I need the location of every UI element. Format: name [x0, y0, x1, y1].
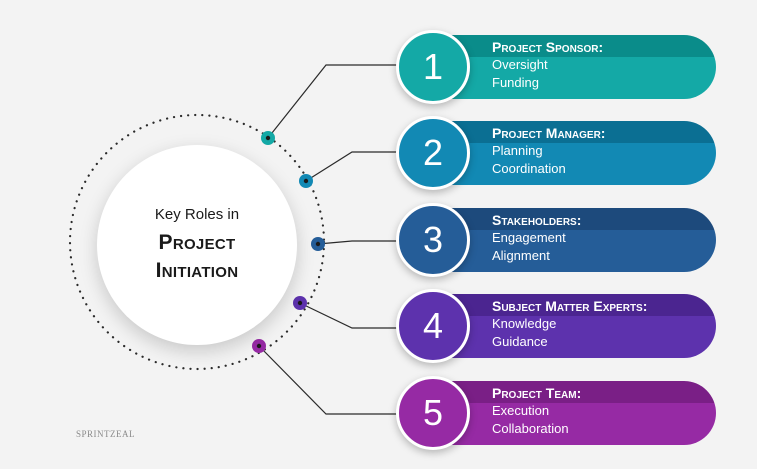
- connector-dot-center: [265, 135, 271, 141]
- role-title: Project Sponsor:: [492, 39, 604, 55]
- role-title: Subject Matter Experts:: [492, 298, 648, 314]
- center-title-line-2: Initiation: [155, 258, 239, 282]
- role-banner-bottom: [448, 316, 716, 358]
- connector-line: [299, 302, 400, 329]
- connector-dot-center: [303, 178, 309, 184]
- role-banner: Project Sponsor: Oversight Funding: [448, 35, 716, 99]
- role-number-badge: 3: [396, 203, 470, 277]
- role-item: Execution: [492, 403, 550, 418]
- role-banner-bottom: [448, 403, 716, 445]
- role-number-badge: 1: [396, 30, 470, 104]
- role-item: Oversight: [492, 57, 548, 72]
- role-item: Knowledge: [492, 316, 557, 331]
- role-item: Engagement: [492, 230, 566, 245]
- role-banner: Stakeholders: Engagement Alignment: [448, 208, 716, 272]
- role-title: Stakeholders:: [492, 212, 582, 228]
- role-banner-bottom: [448, 143, 716, 185]
- connector-line: [258, 345, 400, 415]
- role-banner-top: [448, 381, 716, 403]
- role-number-badge: 5: [396, 376, 470, 450]
- role-item: Alignment: [492, 248, 550, 263]
- role-number-badge: 4: [396, 289, 470, 363]
- role-title: Project Team:: [492, 385, 582, 401]
- role-project-manager: Project Manager: Planning Coordination 2: [380, 116, 720, 190]
- role-banner-bottom: [448, 57, 716, 99]
- role-item: Funding: [492, 75, 539, 90]
- role-banner: Project Team: Execution Collaboration: [448, 381, 716, 445]
- role-subject-matter-experts: Subject Matter Experts: Knowledge Guidan…: [380, 289, 720, 363]
- connector-line: [317, 240, 400, 245]
- center-title-line-1: Project: [158, 231, 236, 255]
- role-item: Planning: [492, 143, 543, 158]
- role-number-badge: 2: [396, 116, 470, 190]
- center-subtitle: Key Roles in: [154, 206, 240, 224]
- role-item: Collaboration: [492, 421, 569, 436]
- role-item: Coordination: [492, 161, 566, 176]
- role-banner-bottom: [448, 230, 716, 272]
- role-title: Project Manager:: [492, 125, 606, 141]
- role-banner-top: [448, 208, 716, 230]
- role-banner: Subject Matter Experts: Knowledge Guidan…: [448, 294, 716, 358]
- sprintzeal-logo: SPRINTZEAL: [76, 429, 135, 439]
- connector-dot-center: [315, 241, 321, 247]
- role-banner-top: [448, 35, 716, 57]
- connector-line: [267, 64, 400, 139]
- role-banner-top: [448, 294, 716, 316]
- role-project-sponsor: Project Sponsor: Oversight Funding 1: [380, 30, 720, 104]
- role-banner-top: [448, 121, 716, 143]
- connector-dot-center: [297, 300, 303, 306]
- role-banner: Project Manager: Planning Coordination: [448, 121, 716, 185]
- role-stakeholders: Stakeholders: Engagement Alignment 3: [380, 203, 720, 277]
- center-main-title: Project Initiation: [156, 229, 239, 284]
- role-project-team: Project Team: Execution Collaboration 5: [380, 376, 720, 450]
- center-title-circle: Key Roles in Project Initiation: [97, 145, 297, 345]
- connector-line: [305, 151, 400, 182]
- role-item: Guidance: [492, 334, 548, 349]
- connector-lines: [252, 64, 400, 415]
- connector-dot-center: [256, 343, 262, 349]
